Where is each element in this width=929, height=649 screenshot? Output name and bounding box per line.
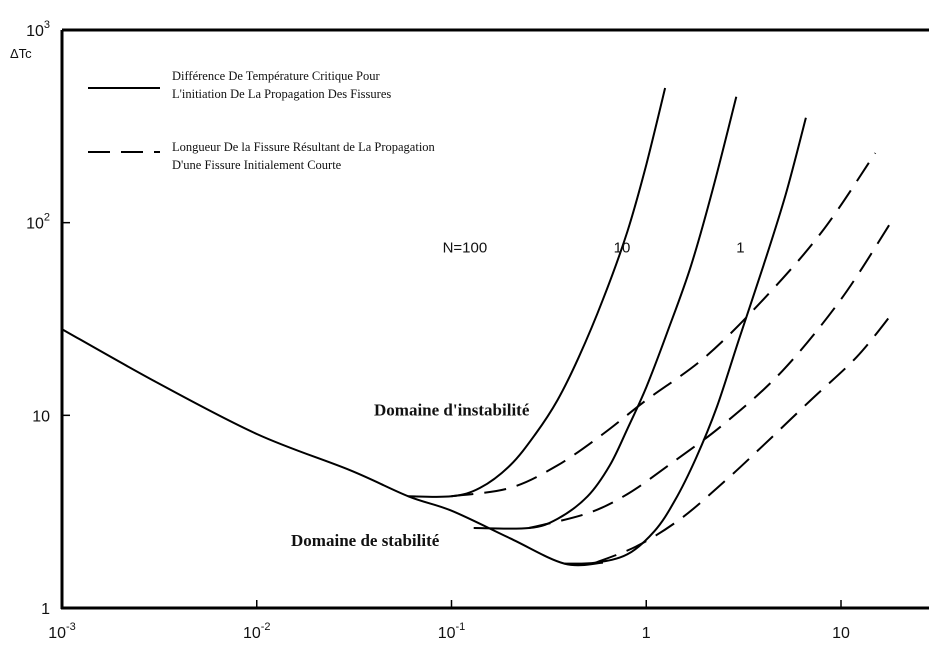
chart-curves	[61, 87, 892, 567]
y-tick-label: 10	[32, 408, 50, 425]
legend-solid-line-2: L'initiation De La Propagation Des Fissu…	[172, 87, 391, 101]
series-0-solid-line	[61, 328, 604, 567]
series-2-solid-line	[473, 96, 738, 530]
region-label: Domaine d'instabilité	[374, 400, 530, 419]
legend: Différence De Température Critique Pour …	[88, 69, 436, 172]
legend-dashed-line-1: Longueur De la Fissure Résultant de La P…	[172, 140, 436, 154]
curve-label: 1	[736, 240, 744, 257]
chart-ticks: 10-3 10-2 10-1 1 10 1 10 102 103	[26, 19, 850, 642]
x-tick-label: 1	[642, 625, 651, 642]
legend-dashed-line-2: D'une Fissure Initialement Courte	[172, 158, 342, 172]
y-tick-label: 102	[26, 212, 50, 233]
series-4-dashed-line	[451, 152, 877, 498]
x-tick-label: 10-1	[438, 621, 466, 642]
x-tick-label: 10	[832, 625, 850, 642]
x-tick-label: 10-2	[243, 621, 271, 642]
region-label: Domaine de stabilité	[291, 531, 440, 550]
series-3-solid-line	[564, 117, 807, 565]
legend-solid-line-1: Différence De Température Critique Pour	[172, 69, 380, 83]
series-1-solid-line	[408, 87, 667, 498]
series-5-dashed-line	[528, 222, 892, 529]
curve-label: N=100	[443, 240, 488, 257]
y-tick-label: 1	[41, 601, 50, 618]
series-6-dashed-line	[595, 314, 892, 564]
y-tick-label: 103	[26, 19, 50, 40]
chart-annotations: Domaine d'instabilité Domaine de stabilit…	[291, 240, 745, 550]
curve-label: 10	[614, 240, 631, 257]
chart-axes	[60, 28, 929, 610]
y-axis-label: ΔTc	[10, 46, 32, 61]
x-tick-label: 10-3	[48, 621, 76, 642]
